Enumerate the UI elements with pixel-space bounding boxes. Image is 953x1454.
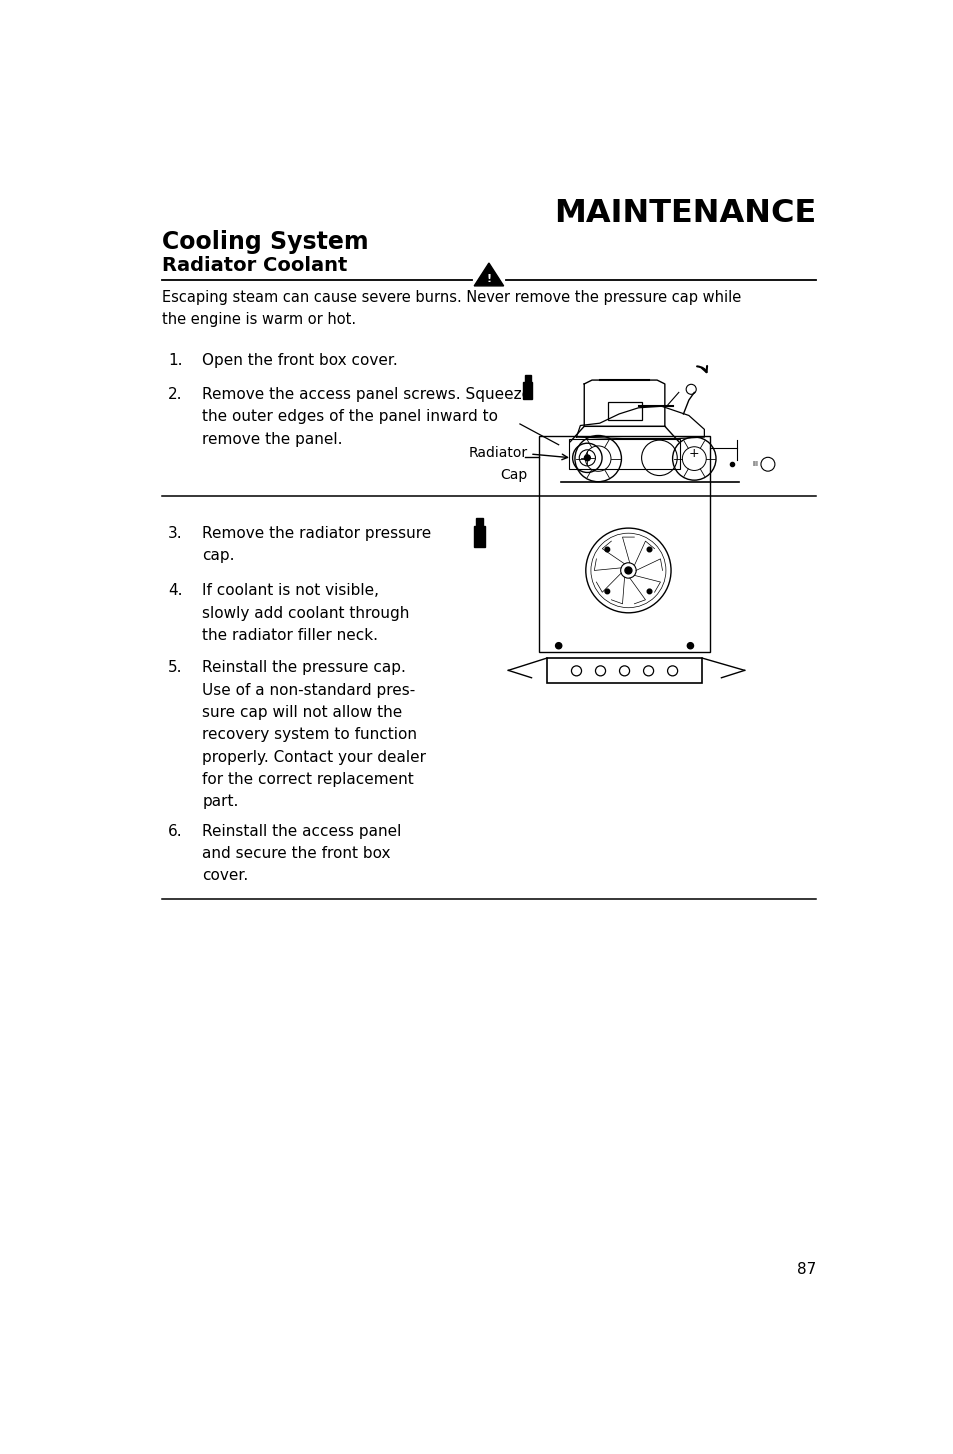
Text: 6.: 6. bbox=[168, 823, 183, 839]
Text: 4.: 4. bbox=[168, 583, 182, 599]
Text: !: ! bbox=[486, 275, 491, 284]
Text: +: + bbox=[688, 448, 699, 461]
Text: and secure the front box: and secure the front box bbox=[202, 846, 391, 861]
Bar bbox=[474, 525, 484, 547]
Text: 3.: 3. bbox=[168, 525, 183, 541]
Text: recovery system to function: recovery system to function bbox=[202, 727, 416, 743]
Text: Open the front box cover.: Open the front box cover. bbox=[202, 353, 397, 368]
Text: cover.: cover. bbox=[202, 868, 248, 883]
Bar bbox=[476, 518, 482, 525]
Bar bbox=[607, 401, 641, 420]
Text: the outer edges of the panel inward to: the outer edges of the panel inward to bbox=[202, 410, 497, 425]
Text: 5.: 5. bbox=[168, 660, 182, 675]
Text: Cap: Cap bbox=[500, 468, 527, 481]
Circle shape bbox=[646, 589, 651, 593]
Text: If coolant is not visible,: If coolant is not visible, bbox=[202, 583, 378, 599]
Bar bbox=[524, 375, 530, 382]
Circle shape bbox=[686, 643, 693, 648]
Circle shape bbox=[584, 455, 590, 461]
Text: the radiator filler neck.: the radiator filler neck. bbox=[202, 628, 377, 643]
Circle shape bbox=[604, 547, 609, 553]
Text: Cooling System: Cooling System bbox=[162, 230, 368, 254]
Text: III: III bbox=[752, 461, 758, 467]
Polygon shape bbox=[474, 263, 503, 286]
Circle shape bbox=[604, 589, 609, 593]
Text: remove the panel.: remove the panel. bbox=[202, 432, 342, 446]
Text: part.: part. bbox=[202, 794, 238, 810]
Text: the engine is warm or hot.: the engine is warm or hot. bbox=[162, 311, 355, 327]
Text: MAINTENANCE: MAINTENANCE bbox=[553, 198, 815, 228]
Text: slowly add coolant through: slowly add coolant through bbox=[202, 606, 409, 621]
Text: sure cap will not allow the: sure cap will not allow the bbox=[202, 705, 402, 720]
Text: Remove the access panel screws. Squeeze: Remove the access panel screws. Squeeze bbox=[202, 387, 531, 401]
Text: cap.: cap. bbox=[202, 548, 234, 563]
Text: 2.: 2. bbox=[168, 387, 182, 401]
Circle shape bbox=[624, 567, 631, 574]
Text: Radiator Coolant: Radiator Coolant bbox=[162, 256, 347, 275]
Text: Remove the radiator pressure: Remove the radiator pressure bbox=[202, 525, 431, 541]
Text: for the correct replacement: for the correct replacement bbox=[202, 772, 414, 787]
Text: 1.: 1. bbox=[168, 353, 182, 368]
Circle shape bbox=[646, 547, 651, 553]
Bar bbox=[538, 436, 709, 651]
Text: Escaping steam can cause severe burns. Never remove the pressure cap while: Escaping steam can cause severe burns. N… bbox=[162, 289, 740, 305]
Text: 87: 87 bbox=[796, 1262, 815, 1277]
Text: Reinstall the pressure cap.: Reinstall the pressure cap. bbox=[202, 660, 406, 675]
Text: Use of a non-standard pres-: Use of a non-standard pres- bbox=[202, 683, 415, 698]
Text: Reinstall the access panel: Reinstall the access panel bbox=[202, 823, 401, 839]
Bar bbox=[522, 382, 532, 400]
Bar bbox=[546, 659, 701, 683]
Text: Radiator: Radiator bbox=[468, 446, 527, 461]
Text: properly. Contact your dealer: properly. Contact your dealer bbox=[202, 750, 426, 765]
Circle shape bbox=[555, 643, 561, 648]
Bar bbox=[568, 439, 679, 468]
